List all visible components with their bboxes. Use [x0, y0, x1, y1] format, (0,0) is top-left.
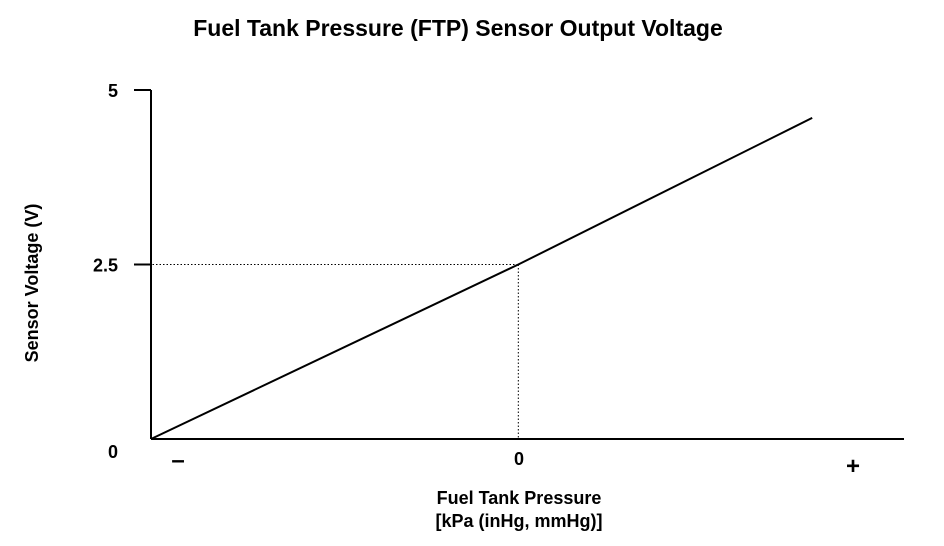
y-axis-title: Sensor Voltage (V): [22, 204, 42, 363]
x-tick-label: +: [846, 453, 860, 480]
chart-title: Fuel Tank Pressure (FTP) Sensor Output V…: [193, 15, 723, 41]
x-axis-title: Fuel Tank Pressure: [437, 488, 602, 508]
reference-lines: [135, 264, 519, 439]
y-ticks: 02.55: [93, 81, 151, 462]
x-ticks: – 0 +: [171, 447, 860, 480]
y-tick-label: 0: [108, 442, 118, 462]
y-tick-label: 2.5: [93, 256, 118, 276]
y-tick-label: 5: [108, 81, 118, 101]
x-tick-label: –: [171, 447, 184, 474]
y-axis-title-group: Sensor Voltage (V): [22, 204, 42, 363]
series-line: [150, 117, 813, 440]
series-layer: [150, 117, 813, 440]
x-tick-label: 0: [514, 449, 524, 469]
x-axis-units: [kPa (inHg, mmHg)]: [435, 511, 602, 531]
